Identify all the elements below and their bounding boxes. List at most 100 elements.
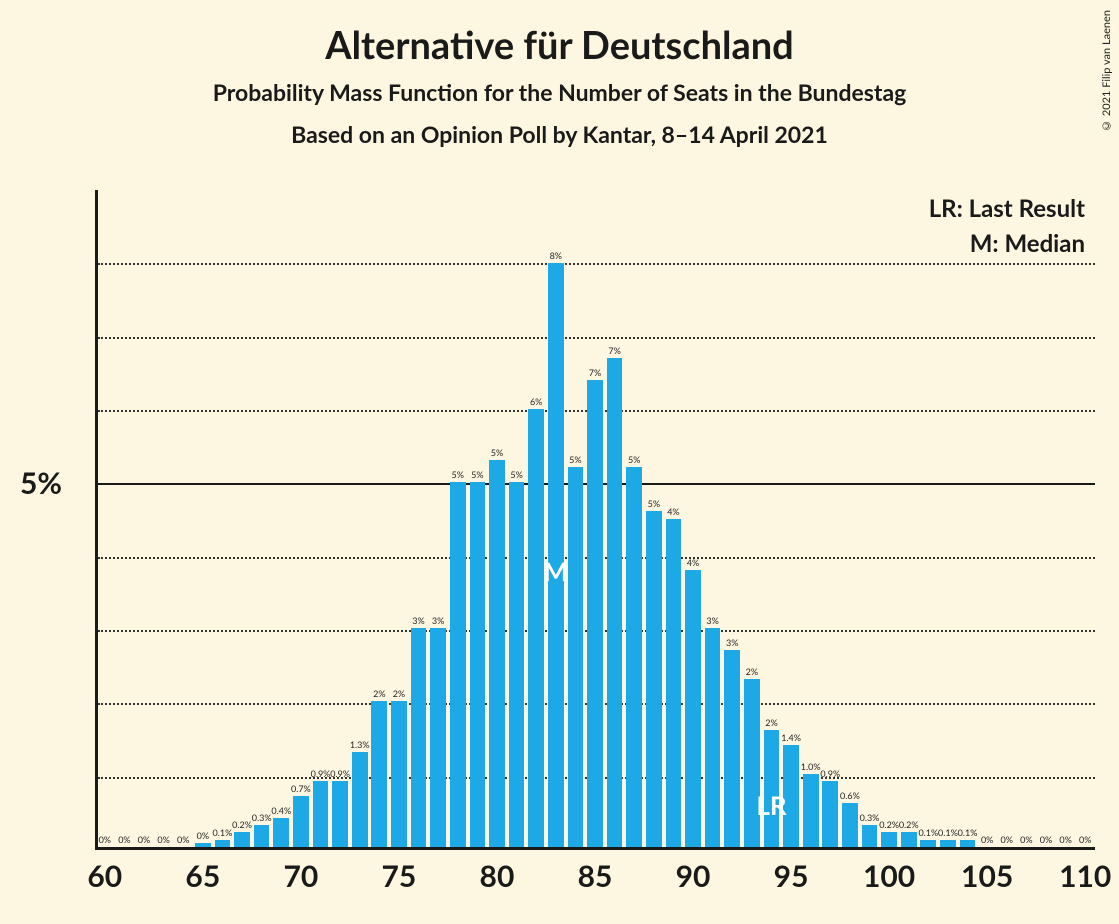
bar (607, 358, 623, 847)
bar-value-label: 2% (393, 688, 405, 699)
bar (666, 519, 682, 848)
x-tick-label: 90 (676, 858, 711, 894)
bar (391, 701, 407, 847)
bar-value-label: 0.2% (232, 819, 252, 830)
bar (509, 482, 525, 847)
bar-value-label: 3% (432, 615, 444, 626)
copyright-text: © 2021 Filip van Laenen (1100, 10, 1113, 132)
bar-value-label: 7% (608, 345, 620, 356)
plot-area: LR: Last Result M: Median 0% 0% 0% 0% 0% 0% 0.… (95, 190, 1095, 850)
bar (901, 832, 917, 847)
bar (234, 832, 250, 847)
bar (862, 825, 878, 847)
legend-median: M: Median (929, 229, 1085, 258)
bar-value-label: 5% (491, 447, 503, 458)
bar-value-label: 0% (1079, 834, 1091, 845)
bar (724, 650, 740, 847)
bar (940, 840, 956, 847)
bar-value-label: 3% (706, 615, 718, 626)
bar (744, 679, 760, 847)
bar-value-label: 0.1% (938, 827, 958, 838)
bar-value-label: 2% (373, 688, 385, 699)
plot-canvas: LR: Last Result M: Median 0% 0% 0% 0% 0% 0% 0.… (95, 190, 1095, 850)
x-tick-label: 105 (961, 858, 1013, 894)
x-tick-label: 65 (185, 858, 220, 894)
bar (450, 482, 466, 847)
bar-value-label: 0.1% (958, 827, 978, 838)
bar-value-label: 0% (1001, 834, 1013, 845)
bar-value-label: 5% (569, 454, 581, 465)
x-tick-label: 100 (863, 858, 915, 894)
y-tick-label: 5% (20, 465, 62, 501)
bar (371, 701, 387, 847)
bar (293, 796, 309, 847)
bar (705, 628, 721, 847)
bar-value-label: 0.6% (840, 790, 860, 801)
bar-value-label: 0.3% (252, 812, 272, 823)
bar (822, 781, 838, 847)
bar (195, 843, 211, 847)
bar-value-label: 1.4% (781, 732, 801, 743)
bar-value-label: 0% (157, 834, 169, 845)
bar (352, 752, 368, 847)
bar (881, 832, 897, 847)
bar (646, 511, 662, 847)
bar-value-label: 5% (471, 469, 483, 480)
bar-value-label: 0.9% (311, 768, 331, 779)
gridline (98, 263, 1095, 265)
bar-value-label: 2% (765, 717, 777, 728)
bar (764, 730, 780, 847)
bar (489, 460, 505, 847)
bar (430, 628, 446, 847)
bar-value-label: 0% (1020, 834, 1032, 845)
bar-value-label: 1.0% (801, 761, 821, 772)
bar-value-label: 5% (510, 469, 522, 480)
x-tick-label: 70 (283, 858, 318, 894)
x-tick-label: 60 (87, 858, 122, 894)
bar-value-label: 6% (530, 396, 542, 407)
bar-value-label: 5% (628, 454, 640, 465)
bar-value-label: 0.9% (820, 768, 840, 779)
bar (920, 840, 936, 847)
bar (548, 263, 564, 847)
bar-value-label: 8% (550, 250, 562, 261)
bar-value-label: 2% (746, 666, 758, 677)
bar (960, 840, 976, 847)
bar-value-label: 0% (118, 834, 130, 845)
bar-value-label: 0.2% (899, 819, 919, 830)
bar-value-label: 4% (667, 506, 679, 517)
bar-value-label: 4% (687, 557, 699, 568)
bar (273, 818, 289, 847)
bar (803, 774, 819, 847)
bar-value-label: 1.3% (350, 739, 370, 750)
bar-value-label: 0.7% (291, 783, 311, 794)
bar (470, 482, 486, 847)
bar (783, 745, 799, 847)
y-axis-line (95, 190, 98, 850)
bar (254, 825, 270, 847)
legend-last-result: LR: Last Result (929, 194, 1085, 223)
x-tick-label: 85 (578, 858, 613, 894)
bar-value-label: 0% (99, 834, 111, 845)
chart-titles: Alternative für Deutschland Probability … (0, 0, 1119, 148)
x-axis-line (95, 847, 1095, 850)
bar-value-label: 0% (1059, 834, 1071, 845)
chart-title: Alternative für Deutschland (0, 22, 1119, 68)
bar-value-label: 0.4% (271, 805, 291, 816)
legend: LR: Last Result M: Median (929, 194, 1085, 264)
bar-value-label: 0% (1040, 834, 1052, 845)
bar (842, 803, 858, 847)
bar (587, 380, 603, 847)
bar-value-label: 0.9% (330, 768, 350, 779)
bar (528, 409, 544, 847)
bar-value-label: 7% (589, 367, 601, 378)
bar (685, 570, 701, 847)
bar (626, 467, 642, 847)
chart-subtitle-2: Based on an Opinion Poll by Kantar, 8–14… (0, 120, 1119, 148)
gridline (98, 337, 1095, 339)
bar-value-label: 0.1% (918, 827, 938, 838)
bar-value-label: 3% (412, 615, 424, 626)
bar (568, 467, 584, 847)
x-tick-label: 75 (382, 858, 417, 894)
x-tick-label: 80 (480, 858, 515, 894)
